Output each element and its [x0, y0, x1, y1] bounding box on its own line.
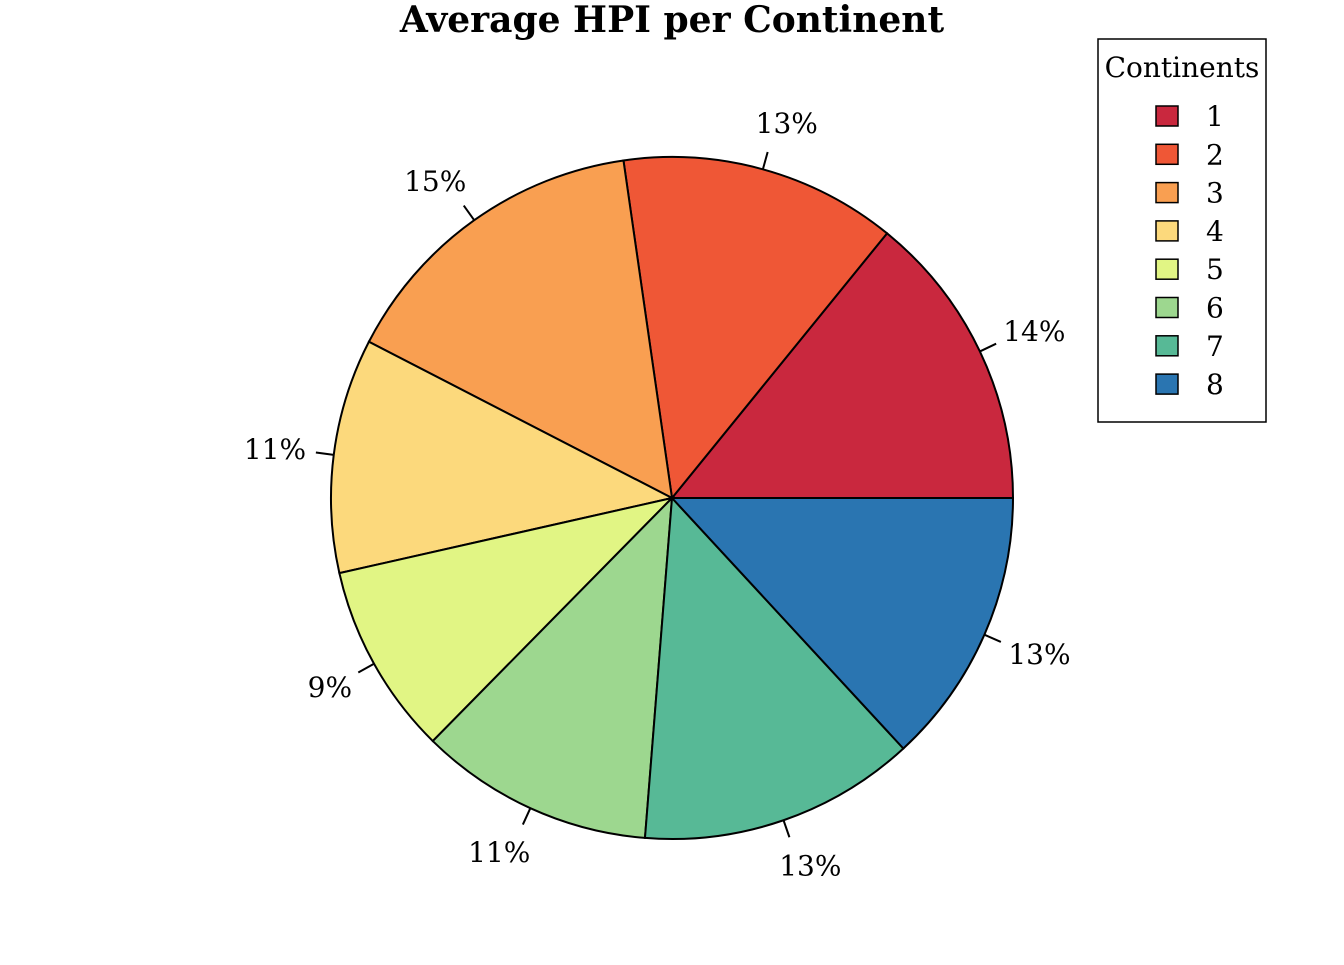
slice-label-1: 14% — [1003, 315, 1065, 348]
pie-slice-3 — [367, 159, 674, 500]
legend-label-1: 1 — [1206, 100, 1224, 133]
slice-label-7: 13% — [779, 850, 841, 883]
legend-label-3: 3 — [1206, 177, 1224, 210]
pie-slice-5 — [338, 496, 676, 743]
legend-swatch-8 — [1155, 373, 1179, 395]
slice-label-8: 13% — [1008, 638, 1070, 671]
legend-swatch-4 — [1155, 220, 1179, 242]
slice-tick-4 — [315, 451, 334, 456]
legend-swatch-7 — [1155, 335, 1179, 357]
slice-label-6: 11% — [468, 836, 530, 869]
slice-label-2: 13% — [756, 107, 818, 140]
legend-swatch-2 — [1155, 143, 1179, 166]
legend-swatch-5 — [1155, 258, 1179, 280]
slice-label-4: 11% — [244, 433, 306, 466]
legend-label-4: 4 — [1206, 215, 1224, 248]
legend-title: Continents — [1105, 51, 1260, 84]
pie-slice-6 — [431, 495, 674, 840]
pie-slice-1 — [669, 231, 1015, 499]
slice-tick-1 — [979, 342, 997, 353]
pie-labels: 14% 13% 15% 11% 9% 11% 13% 13% — [244, 107, 1071, 883]
legend-label-5: 5 — [1206, 253, 1224, 286]
legend: Continents 1 2 3 4 5 6 7 8 — [1097, 38, 1267, 423]
pie-slice-2 — [622, 156, 889, 501]
slice-tick-8 — [983, 633, 1002, 643]
legend-label-7: 7 — [1206, 330, 1224, 363]
legend-label-2: 2 — [1206, 138, 1224, 171]
legend-label-8: 8 — [1206, 368, 1224, 401]
legend-swatch-3 — [1155, 181, 1179, 204]
slice-label-3: 15% — [404, 165, 466, 198]
legend-box — [1097, 38, 1267, 423]
chart-title: Average HPI per Continent — [399, 0, 945, 41]
pie-slices — [330, 156, 1015, 840]
legend-swatch-1 — [1155, 105, 1179, 127]
pie-slice-8 — [669, 497, 1015, 750]
slice-label-5: 9% — [308, 671, 352, 704]
legend-swatch-6 — [1155, 296, 1179, 319]
slice-tick-6 — [521, 807, 532, 825]
pie-slice-7 — [643, 495, 905, 840]
legend-label-6: 6 — [1206, 292, 1224, 325]
slice-tick-7 — [782, 819, 791, 838]
slice-tick-5 — [357, 662, 375, 674]
slice-tick-2 — [761, 151, 769, 170]
slice-tick-3 — [462, 204, 476, 221]
